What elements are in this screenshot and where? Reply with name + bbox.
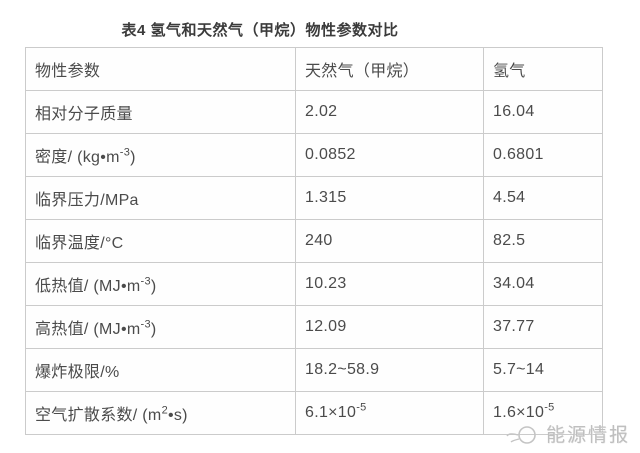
- hydrogen-value-cell: 5.7~14: [483, 348, 603, 392]
- hydrogen-value-cell: 4.54: [483, 176, 603, 220]
- column-header-hydrogen: 氢气: [483, 47, 603, 91]
- param-cell: 临界温度/°C: [25, 219, 296, 263]
- table-row: 相对分子质量 2.02 16.04: [25, 90, 603, 134]
- header-row: 物性参数 天然气（甲烷） 氢气: [25, 47, 603, 91]
- natural-gas-value-cell: 10.23: [295, 262, 484, 306]
- hydrogen-value-cell: 0.6801: [483, 133, 603, 177]
- param-cell: 临界压力/MPa: [25, 176, 296, 220]
- param-cell: 爆炸极限/%: [25, 348, 296, 392]
- natural-gas-value-cell: 1.315: [295, 176, 484, 220]
- natural-gas-value-cell: 6.1×10-5: [295, 391, 484, 435]
- column-header-natural-gas: 天然气（甲烷）: [295, 47, 484, 91]
- hydrogen-value-cell: 1.6×10-5: [483, 391, 603, 435]
- table-row: 临界温度/°C 240 82.5: [25, 219, 603, 263]
- param-cell: 低热值/ (MJ•m-3): [25, 262, 296, 306]
- natural-gas-value-cell: 240: [295, 219, 484, 263]
- table-row: 空气扩散系数/ (m2•s) 6.1×10-5 1.6×10-5: [25, 391, 603, 435]
- table-row: 爆炸极限/% 18.2~58.9 5.7~14: [25, 348, 603, 392]
- param-cell: 密度/ (kg•m-3): [25, 133, 296, 177]
- hydrogen-value-cell: 37.77: [483, 305, 603, 349]
- natural-gas-value-cell: 0.0852: [295, 133, 484, 177]
- natural-gas-value-cell: 18.2~58.9: [295, 348, 484, 392]
- table-row: 密度/ (kg•m-3) 0.0852 0.6801: [25, 133, 603, 177]
- table-row: 临界压力/MPa 1.315 4.54: [25, 176, 603, 220]
- param-cell: 高热值/ (MJ•m-3): [25, 305, 296, 349]
- param-cell: 空气扩散系数/ (m2•s): [25, 391, 296, 435]
- table-row: 低热值/ (MJ•m-3) 10.23 34.04: [25, 262, 603, 306]
- natural-gas-value-cell: 2.02: [295, 90, 484, 134]
- properties-comparison-table: 物性参数 天然气（甲烷） 氢气 相对分子质量 2.02 16.04 密度/ (k…: [25, 47, 603, 435]
- column-header-parameter: 物性参数: [25, 47, 296, 91]
- hydrogen-value-cell: 16.04: [483, 90, 603, 134]
- hydrogen-value-cell: 82.5: [483, 219, 603, 263]
- hydrogen-value-cell: 34.04: [483, 262, 603, 306]
- table-caption: 表4 氢气和天然气（甲烷）物性参数对比: [121, 22, 399, 39]
- param-cell: 相对分子质量: [25, 90, 296, 134]
- table-row: 高热值/ (MJ•m-3) 12.09 37.77: [25, 305, 603, 349]
- natural-gas-value-cell: 12.09: [295, 305, 484, 349]
